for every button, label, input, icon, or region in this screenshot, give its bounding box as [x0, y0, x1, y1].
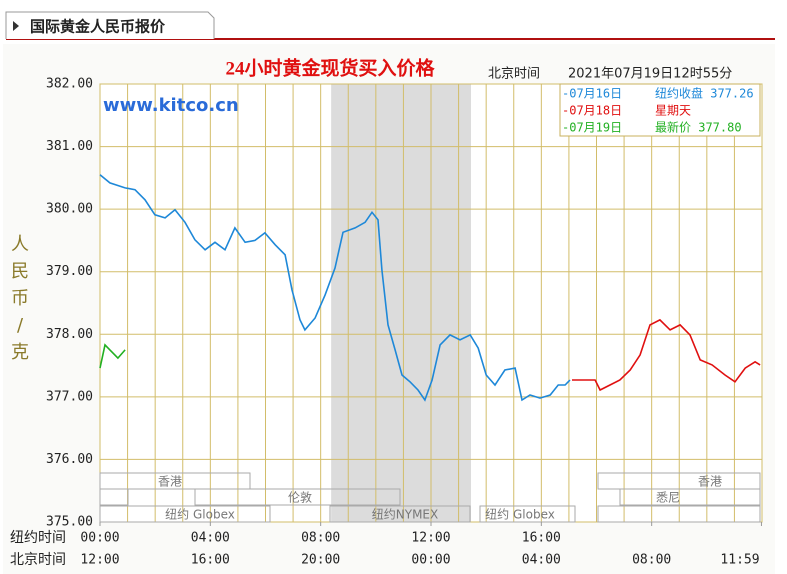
x-tick-label-ny: 12:00 [411, 531, 450, 546]
chart-title: 24小时黄金现货买入价格 [225, 56, 435, 79]
legend-note: 纽约收盘 377.26 [655, 86, 754, 101]
y-tick-label: 376.00 [46, 452, 93, 467]
time-label: 北京时间 [488, 67, 540, 82]
series-line [572, 318, 761, 392]
header-tab-text: 国际黄金人民币报价 [30, 18, 166, 36]
y-tick-label: 381.00 [46, 139, 93, 154]
market-box [329, 505, 471, 523]
market-label: 香港 [158, 475, 182, 489]
y-axis-label: / [17, 315, 24, 336]
y-tick-label: 375.00 [46, 515, 93, 530]
legend-note: 最新价 377.80 [655, 120, 742, 135]
x-tick-label: 11:59 [720, 553, 759, 568]
x-tick-label: 20:00 [301, 553, 340, 568]
legend-box [559, 83, 761, 137]
market-label: 纽约NYMEX [372, 507, 438, 522]
legend-label: -07月18日 [562, 104, 622, 118]
x-tick-label: 00:00 [411, 553, 450, 568]
market-box [194, 488, 401, 506]
y-tick-label: 379.00 [46, 264, 93, 279]
shaded-region [331, 84, 471, 522]
tab-arrow [13, 21, 19, 31]
x-tick-label-ny: 00:00 [80, 531, 119, 546]
series-line [99, 343, 126, 369]
y-tick-label: 378.00 [46, 327, 93, 342]
x-tick-label-ny: 08:00 [301, 531, 340, 546]
market-box [597, 505, 761, 523]
legend-label: -07月19日 [562, 121, 622, 135]
x-tick-label: 16:00 [191, 553, 230, 568]
y-axis-label: 人 [11, 234, 29, 255]
market-label: 纽约 Globex [485, 507, 555, 522]
series-line [99, 174, 571, 402]
y-axis-label: 币 [11, 288, 29, 309]
header-tab [5, 11, 215, 39]
y-tick-label: 382.00 [46, 77, 93, 92]
y-tick-label: 377.00 [46, 389, 93, 404]
legend-label: -07月16日 [562, 87, 622, 101]
market-label: 香港 [698, 475, 722, 489]
x-row-label: 纽约时间 [10, 530, 66, 546]
market-box [99, 505, 271, 523]
timestamp: 2021年07月19日12时55分 [568, 67, 732, 82]
market-label: 悉尼 [656, 491, 680, 505]
x-tick-label: 12:00 [80, 553, 119, 568]
market-box [99, 472, 251, 490]
y-tick-label: 380.00 [46, 202, 93, 217]
x-tick-label-ny: 16:00 [522, 531, 561, 546]
watermark: www.kitco.cn [103, 95, 239, 116]
y-axis-label: 克 [11, 342, 29, 363]
market-label: 伦敦 [288, 490, 312, 505]
x-tick-label: 08:00 [632, 553, 671, 568]
market-box [619, 488, 761, 506]
y-axis-label: 民 [11, 261, 29, 282]
x-tick-label: 04:00 [522, 553, 561, 568]
x-row-label: 北京时间 [10, 552, 66, 568]
market-box [479, 505, 576, 523]
market-label: 纽约 Globex [165, 507, 235, 522]
x-tick-label-ny: 04:00 [191, 531, 230, 546]
legend-note: 星期天 [655, 104, 691, 118]
